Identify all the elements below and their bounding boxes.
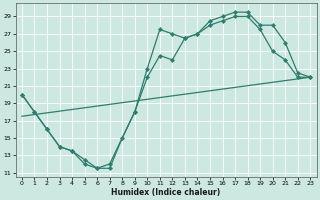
X-axis label: Humidex (Indice chaleur): Humidex (Indice chaleur) [111,188,221,197]
